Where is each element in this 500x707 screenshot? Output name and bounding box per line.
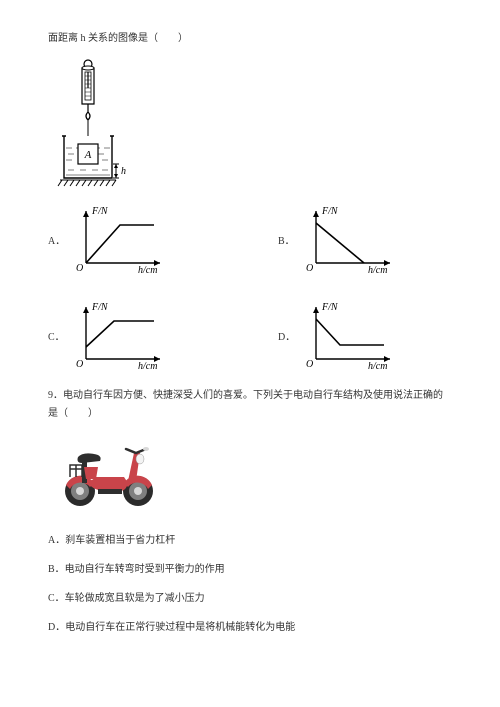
headlight-icon [136, 454, 144, 464]
q8-stem: 面距离 h 关系的图像是（ ） [48, 30, 452, 48]
graph-option-a: A． F/N h/cm O [48, 203, 218, 275]
axis-y-label: F/N [321, 302, 339, 313]
mirror-icon [143, 447, 149, 451]
h-label: h [121, 166, 126, 177]
q9-options: A．刹车装置相当于省力杠杆 B．电动自行车转弯时受到平衡力的作用 C．车轮做成宽… [48, 528, 452, 640]
axis-y-label: F/N [91, 302, 109, 313]
underseat-panel [84, 467, 98, 479]
beaker-spring-figure: A h [54, 58, 452, 191]
axis-x-label: h/cm [368, 265, 387, 275]
block-label: A [84, 149, 92, 161]
bottom-hook-icon [86, 112, 90, 120]
graph-options: A． F/N h/cm O B． F/N h/cm O C． [48, 203, 452, 371]
option-letter-b: B． [278, 232, 292, 247]
scale-top [82, 66, 94, 70]
seat [78, 453, 101, 463]
axis-origin: O [76, 359, 83, 370]
option-letter-d: D． [278, 328, 292, 343]
graph-option-c: C． F/N h/cm O [48, 299, 218, 371]
axis-x-label: h/cm [138, 265, 157, 275]
q9-stem: 9．电动自行车因方便、快捷深受人们的喜爱。下列关于电动自行车结构及使用说法正确的… [48, 387, 452, 423]
axis-origin: O [306, 359, 313, 370]
rear-rack [70, 465, 82, 477]
graph-option-b: B． F/N h/cm O [278, 203, 448, 275]
footboard [98, 489, 122, 494]
beaker-svg: A h [54, 58, 136, 188]
axis-y-label: F/N [321, 206, 339, 217]
ebike-svg [54, 433, 164, 511]
graph-c-svg: F/N h/cm O [68, 299, 168, 371]
q9-option-a: A．刹车装置相当于省力杠杆 [48, 528, 452, 553]
ebike-figure [54, 433, 452, 514]
graph-b-line [316, 223, 364, 263]
axis-origin: O [306, 263, 313, 274]
axis-origin: O [76, 263, 83, 274]
option-letter-a: A． [48, 232, 62, 247]
option-letter-c: C． [48, 328, 62, 343]
handlebar [126, 449, 146, 453]
graph-a-svg: F/N h/cm O [68, 203, 168, 275]
q9-option-c: C．车轮做成宽且软是为了减小压力 [48, 586, 452, 611]
axis-x-label: h/cm [138, 361, 157, 371]
graph-c-line [86, 321, 154, 347]
graph-option-d: D． F/N h/cm O [278, 299, 448, 371]
graph-b-svg: F/N h/cm O [298, 203, 398, 275]
base-hatch [58, 180, 116, 186]
graph-d-svg: F/N h/cm O [298, 299, 398, 371]
graph-a-line [86, 225, 154, 263]
axis-x-label: h/cm [368, 361, 387, 371]
graph-d-line [316, 319, 384, 345]
axis-y-label: F/N [91, 206, 109, 217]
q9-option-d: D．电动自行车在正常行驶过程中是将机械能转化为电能 [48, 615, 452, 640]
q9-option-b: B．电动自行车转弯时受到平衡力的作用 [48, 557, 452, 582]
